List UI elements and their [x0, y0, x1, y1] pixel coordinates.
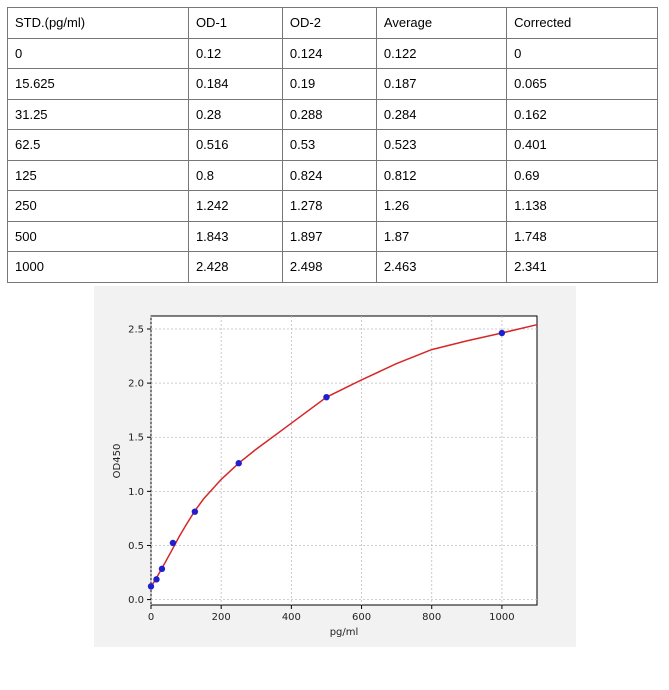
- table-cell: 0: [7, 37, 189, 69]
- data-point: [147, 583, 155, 590]
- x-tick-label: 200: [212, 612, 231, 623]
- table-cell: 2.341: [506, 251, 658, 283]
- table-cell: 0.523: [375, 129, 508, 161]
- axis-ticks: 0 200 400 600 800 1000 0.0 0.5 1.0 1.5 2.0 2.5: [128, 324, 515, 623]
- column-header: OD-1: [187, 7, 283, 39]
- fit-curve-layer: [150, 323, 538, 588]
- x-tick-label: 1000: [489, 612, 514, 623]
- table-cell: 0.187: [375, 68, 508, 100]
- table-cell: 0.162: [506, 98, 658, 130]
- table-cell: 0.288: [281, 98, 377, 130]
- y-tick-label: 0.0: [128, 595, 144, 606]
- table-cell: 62.5: [7, 129, 189, 161]
- table-row: 31.25 0.28 0.288 0.284 0.162: [7, 98, 658, 130]
- table-cell: 0.516: [187, 129, 283, 161]
- table-row: 250 1.242 1.278 1.26 1.138: [7, 190, 658, 222]
- table-row: 62.5 0.516 0.53 0.523 0.401: [7, 129, 658, 161]
- table-cell: 0.53: [281, 129, 377, 161]
- data-point: [153, 576, 160, 583]
- table-row: 0 0.12 0.124 0.122 0: [7, 37, 658, 69]
- x-tick-label: 0: [148, 612, 154, 623]
- table-cell: 0.184: [187, 68, 283, 100]
- data-point: [323, 393, 330, 401]
- table-header-row: STD.(pg/ml) OD-1 OD-2 Average Corrected: [7, 7, 658, 39]
- table-row: 1000 2.428 2.498 2.463 2.341: [7, 251, 658, 283]
- table-cell: 0.12: [187, 37, 283, 69]
- table-cell: 1.138: [506, 190, 658, 222]
- table-cell: 0.8: [187, 159, 283, 191]
- column-header: Corrected: [506, 7, 658, 39]
- table-cell: 0.401: [506, 129, 658, 161]
- column-header: Average: [375, 7, 508, 39]
- table-cell: 1.278: [281, 190, 377, 222]
- table-cell: 0.28: [187, 98, 283, 130]
- table-cell: 0: [506, 37, 658, 69]
- column-header: OD-2: [281, 7, 377, 39]
- data-point: [235, 460, 242, 467]
- data-point: [158, 565, 166, 573]
- data-point: [169, 539, 177, 547]
- table-row: 125 0.8 0.824 0.812 0.69: [7, 159, 658, 191]
- x-tick-label: 600: [352, 612, 371, 623]
- table-cell: 1.897: [281, 220, 377, 252]
- y-tick-label: 1.0: [128, 487, 144, 498]
- table-cell: 0.284: [375, 98, 508, 130]
- fit-curve-line: [150, 323, 538, 588]
- x-axis-label: pg/ml: [330, 627, 359, 638]
- table-cell: 250: [7, 190, 189, 222]
- table-cell: 2.463: [375, 251, 508, 283]
- y-axis-label: OD450: [112, 444, 123, 479]
- table-cell: 2.428: [187, 251, 283, 283]
- grid-lines: [150, 316, 537, 605]
- table-cell: 1.748: [506, 220, 658, 252]
- table-cell: 500: [7, 220, 189, 252]
- table-cell: 1.26: [375, 190, 508, 222]
- y-tick-label: 2.5: [128, 324, 144, 335]
- table-cell: 0.69: [506, 159, 658, 191]
- y-tick-label: 2.0: [128, 379, 144, 390]
- table-cell: 125: [7, 159, 189, 191]
- table-cell: 0.19: [281, 68, 377, 100]
- table-cell: 1000: [7, 251, 189, 283]
- table-cell: 1.843: [187, 220, 283, 252]
- standards-table: STD.(pg/ml) OD-1 OD-2 Average Corrected …: [7, 7, 658, 283]
- x-tick-label: 400: [282, 612, 301, 623]
- table-cell: 1.242: [187, 190, 283, 222]
- y-tick-label: 1.5: [128, 433, 144, 444]
- data-point: [191, 508, 199, 515]
- table-cell: 0.065: [506, 68, 658, 100]
- table-cell: 0.122: [375, 37, 508, 69]
- table-cell: 0.124: [281, 37, 377, 69]
- table-cell: 15.625: [7, 68, 189, 100]
- table-cell: 0.824: [281, 159, 377, 191]
- table-cell: 1.87: [375, 220, 508, 252]
- chart-svg: 0 200 400 600 800 1000 0.0 0.5 1.0 1.5 2.0 2.5 pg/m…: [112, 315, 538, 638]
- data-point: [498, 329, 506, 337]
- data-points-layer: [147, 329, 506, 590]
- standard-curve-chart: 0 200 400 600 800 1000 0.0 0.5 1.0 1.5 2.0 2.5 pg/m…: [94, 286, 576, 647]
- table-cell: 2.498: [281, 251, 377, 283]
- y-tick-label: 0.5: [128, 541, 144, 552]
- table-row: 15.625 0.184 0.19 0.187 0.065: [7, 68, 658, 100]
- column-header: STD.(pg/ml): [7, 7, 189, 39]
- x-tick-label: 800: [422, 612, 441, 623]
- table-cell: 31.25: [7, 98, 189, 130]
- table-row: 500 1.843 1.897 1.87 1.748: [7, 220, 658, 252]
- table-cell: 0.812: [375, 159, 508, 191]
- plot-area: [150, 315, 538, 606]
